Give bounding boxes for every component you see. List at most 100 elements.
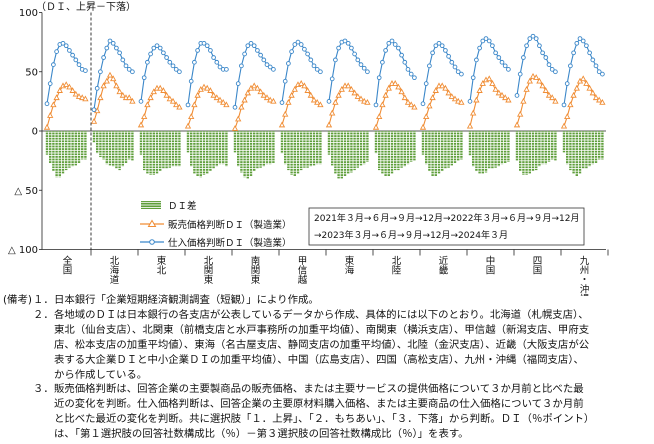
purchase-price-point	[527, 36, 533, 41]
selling-price-point	[82, 95, 89, 102]
period-note-frame	[308, 207, 585, 246]
purchase-price-point	[114, 45, 119, 51]
purchase-price-point	[361, 65, 367, 71]
selling-price-point	[495, 89, 502, 96]
purchase-price-point	[67, 48, 72, 53]
selling-price-point	[599, 99, 606, 105]
purchase-price-point	[101, 55, 106, 60]
note-number: ２．	[33, 308, 54, 321]
selling-price-point	[376, 113, 383, 120]
di-diff-bar	[504, 131, 507, 163]
note-number: １．	[33, 294, 54, 306]
purchase-price-point	[173, 67, 179, 72]
y-tick-label: 0	[32, 127, 38, 138]
period-note-line-1: 2021年３月→６月→９月→12月→2022年３月→６月→９月→12月	[314, 212, 580, 224]
di-diff-bar	[460, 131, 463, 160]
selling-price-point	[194, 91, 201, 98]
selling-price-point	[329, 109, 336, 116]
purchase-price-point	[436, 40, 442, 46]
selling-price-point	[466, 122, 474, 129]
purchase-price-point	[138, 99, 144, 104]
di-diff-bar	[347, 131, 350, 174]
purchase-price-line	[469, 37, 509, 102]
purchase-price-point	[449, 59, 455, 65]
purchase-price-point	[593, 63, 599, 69]
selling-price-point	[596, 96, 603, 103]
purchase-price-point	[423, 81, 429, 86]
purchase-price-point	[305, 51, 310, 57]
selling-price-point	[220, 99, 227, 105]
purchase-price-point	[386, 40, 392, 46]
purchase-price-point	[486, 38, 492, 44]
purchase-price-point	[51, 62, 56, 67]
purchase-price-point	[195, 48, 200, 53]
purchase-price-point	[83, 68, 88, 73]
di-diff-bar	[591, 131, 594, 165]
purchase-price-point	[571, 50, 576, 56]
di-diff-bar	[146, 131, 149, 174]
selling-price-point	[72, 90, 79, 97]
di-diff-bar	[96, 131, 99, 154]
purchase-price-point	[502, 63, 508, 69]
selling-price-point	[513, 121, 521, 128]
di-diff-bar	[81, 131, 84, 160]
selling-price-point	[448, 93, 455, 99]
di-diff-bar	[45, 131, 49, 155]
di-diff-bar	[124, 131, 128, 163]
selling-price-point	[520, 97, 527, 104]
purchase-price-point	[239, 63, 244, 69]
di-diff-bar	[209, 131, 212, 172]
di-diff-bar	[569, 131, 572, 171]
purchase-price-point	[264, 62, 270, 67]
selling-price-point	[288, 91, 295, 98]
purchase-price-point	[192, 59, 197, 65]
purchase-price-point	[358, 62, 364, 67]
purchase-price-point	[308, 57, 314, 63]
purchase-price-point	[427, 63, 432, 69]
purchase-price-point	[217, 64, 223, 70]
purchase-price-point	[496, 55, 502, 60]
purchase-price-point	[533, 36, 539, 41]
purchase-price-point	[311, 63, 317, 69]
purchase-price-point	[577, 36, 583, 41]
di-diff-bar	[240, 131, 243, 173]
di-diff-bar	[519, 131, 522, 172]
di-diff-bar	[186, 131, 190, 153]
selling-price-point	[564, 113, 571, 120]
selling-price-point	[455, 97, 462, 104]
di-diff-bar	[280, 131, 284, 154]
purchase-price-point	[439, 43, 445, 49]
selling-price-point	[216, 96, 224, 103]
selling-price-point	[385, 84, 392, 91]
selling-price-point	[351, 89, 358, 96]
selling-price-point	[267, 96, 274, 103]
selling-price-point	[238, 103, 245, 110]
di-diff-bar	[457, 131, 460, 161]
selling-price-point	[213, 94, 220, 101]
di-diff-bar	[243, 131, 246, 178]
legend: ＤＩ差 販売価格判断ＤＩ（製造業） 仕入価格判断ＤＩ（製造業）	[140, 200, 292, 249]
selling-price-point	[66, 83, 73, 90]
y-tick-label: 100	[19, 8, 38, 19]
di-diff-bar	[290, 131, 293, 175]
purchase-price-point	[154, 43, 160, 49]
purchase-price-point	[157, 45, 163, 51]
di-diff-bar	[588, 131, 591, 167]
selling-price-point	[141, 113, 148, 120]
selling-price-point	[301, 82, 308, 89]
di-diff-bar	[525, 131, 528, 175]
purchase-price-point	[255, 48, 260, 53]
period-note-line-2: →2023年３月→６月→９月→12月→2024年３月	[314, 229, 508, 241]
selling-price-point	[314, 99, 321, 105]
purchase-price-point	[490, 43, 495, 49]
di-diff-bar	[394, 131, 397, 171]
di-diff-bar	[531, 131, 535, 172]
di-diff-bar	[159, 131, 162, 172]
purchase-price-point	[380, 59, 385, 65]
purchase-price-point	[91, 107, 97, 113]
di-diff-bar	[374, 131, 378, 154]
selling-price-point	[270, 97, 277, 104]
di-diff-bar	[453, 131, 457, 163]
di-diff-bar	[327, 131, 331, 155]
di-diff-bar	[108, 131, 112, 166]
